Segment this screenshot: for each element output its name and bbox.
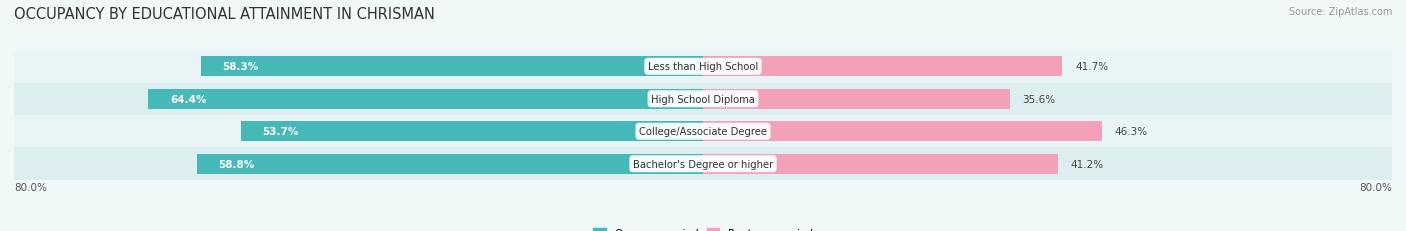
Text: OCCUPANCY BY EDUCATIONAL ATTAINMENT IN CHRISMAN: OCCUPANCY BY EDUCATIONAL ATTAINMENT IN C…	[14, 7, 434, 22]
Text: 64.4%: 64.4%	[170, 94, 207, 104]
Text: 41.7%: 41.7%	[1076, 62, 1108, 72]
Bar	[703, 154, 1057, 174]
Bar	[240, 122, 703, 142]
Text: 58.8%: 58.8%	[218, 159, 254, 169]
Bar	[703, 122, 1102, 142]
Text: 35.6%: 35.6%	[1022, 94, 1056, 104]
Text: 41.2%: 41.2%	[1071, 159, 1104, 169]
Text: Less than High School: Less than High School	[648, 62, 758, 72]
Text: 46.3%: 46.3%	[1115, 127, 1147, 137]
Text: 53.7%: 53.7%	[262, 127, 298, 137]
Bar	[14, 116, 1392, 148]
Bar	[703, 89, 1010, 109]
Bar	[703, 57, 1062, 77]
Text: High School Diploma: High School Diploma	[651, 94, 755, 104]
Text: 58.3%: 58.3%	[222, 62, 259, 72]
Legend: Owner-occupied, Renter-occupied: Owner-occupied, Renter-occupied	[589, 224, 817, 231]
Text: 80.0%: 80.0%	[1360, 182, 1392, 192]
Text: College/Associate Degree: College/Associate Degree	[638, 127, 768, 137]
Bar	[197, 154, 703, 174]
Text: Bachelor's Degree or higher: Bachelor's Degree or higher	[633, 159, 773, 169]
Bar	[14, 51, 1392, 83]
Bar	[201, 57, 703, 77]
Bar	[149, 89, 703, 109]
Text: Source: ZipAtlas.com: Source: ZipAtlas.com	[1288, 7, 1392, 17]
Bar	[14, 148, 1392, 180]
Text: 80.0%: 80.0%	[14, 182, 46, 192]
Bar	[14, 83, 1392, 116]
